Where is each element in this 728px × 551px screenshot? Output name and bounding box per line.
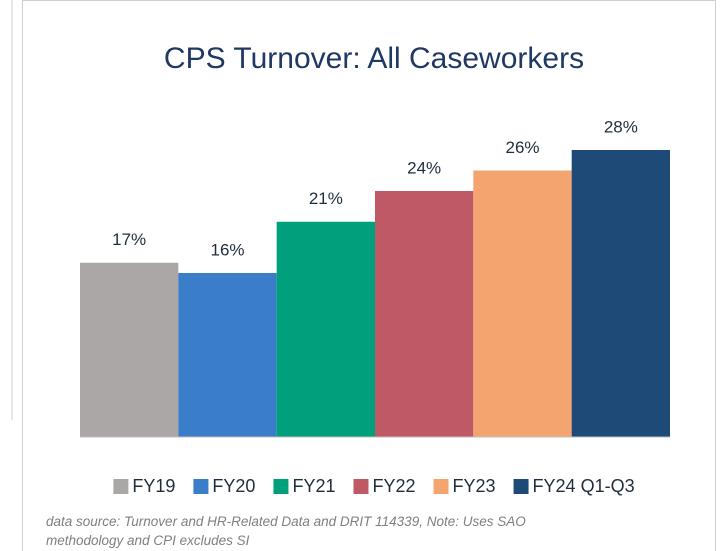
- bar: [473, 170, 572, 437]
- legend-label: FY24 Q1-Q3: [533, 476, 635, 496]
- legend-label: FY22: [372, 476, 415, 496]
- bar: [571, 150, 670, 437]
- legend-swatch: [193, 479, 209, 494]
- data-label: 21%: [309, 189, 343, 208]
- legend-label: FY21: [292, 476, 335, 496]
- bar: [375, 191, 474, 437]
- data-label: 24%: [407, 158, 441, 177]
- data-label: 28%: [604, 117, 638, 136]
- footnote: data source: Turnover and HR-Related Dat…: [46, 514, 526, 548]
- bar: [80, 262, 179, 437]
- bar: [276, 221, 375, 437]
- legend-swatch: [513, 479, 529, 494]
- chart-title: CPS Turnover: All Caseworkers: [164, 42, 584, 75]
- legend-swatch: [113, 479, 129, 494]
- bar: [178, 273, 277, 437]
- data-label: 17%: [112, 230, 146, 249]
- data-label: 16%: [210, 240, 244, 259]
- legend-label: FY20: [212, 476, 255, 496]
- legend-swatch: [433, 479, 449, 494]
- data-label: 26%: [505, 138, 539, 157]
- legend-label: FY23: [453, 476, 496, 496]
- card-border: [22, 0, 716, 551]
- legend-swatch: [273, 479, 289, 494]
- legend-label: FY19: [132, 476, 175, 496]
- legend-swatch: [353, 479, 369, 494]
